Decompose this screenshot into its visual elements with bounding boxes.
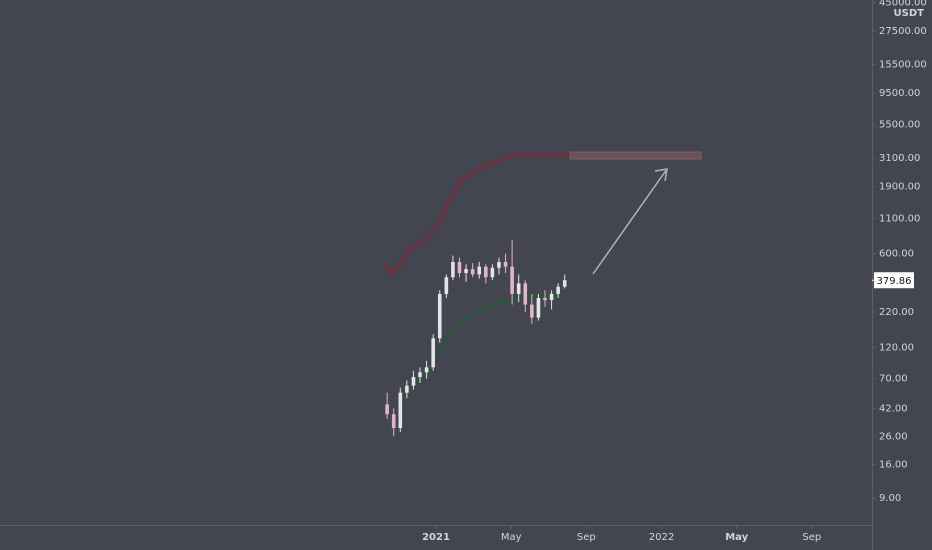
candle-body [391,414,396,428]
last-price-label: 379.86 [877,276,912,287]
candle-body [503,261,508,267]
y-tick-label: 9.00 [879,493,901,504]
candle-body [405,385,409,393]
candle-body [523,283,528,305]
y-tick-label: 600.00 [879,249,914,260]
y-tick-label: 120.00 [879,342,914,353]
y-tick-label: 27500.00 [879,26,927,37]
candle-body [510,266,514,294]
y-tick-label: 1900.00 [879,182,920,193]
candle-body [385,404,389,415]
y-tick-label: 16.00 [879,460,908,471]
candle-body [484,266,488,278]
candle-body [437,293,442,339]
candle-body [424,367,429,373]
y-tick-label: 15500.00 [879,59,927,70]
candle-body [470,269,475,275]
candle-body [530,304,534,318]
y-tick-label: 70.00 [879,374,908,385]
candle-body [451,261,455,278]
candle-body [543,297,547,301]
candle-body [431,338,435,368]
y-tick-label: 5500.00 [879,120,920,131]
candle-body [464,269,468,274]
arrow-head [654,168,668,182]
currency-label: USDT [894,8,925,19]
candle-body [497,261,501,268]
candle-body [556,286,560,294]
candle-body [444,277,449,294]
x-tick-label: Sep [802,532,821,543]
y-tick-label: 26.00 [879,431,908,442]
x-tick-label: 2022 [649,532,674,543]
candle-body [516,283,521,294]
drawn-path [384,153,570,277]
candle-body [549,293,554,301]
candle-body [490,267,495,278]
y-tick-label: 9500.00 [879,88,920,99]
target-zone [569,151,702,160]
candle-body [562,280,567,287]
candle-body [398,392,403,428]
y-tick-label: 42.00 [879,403,908,414]
candle-body [536,297,541,318]
y-tick-label: 220.00 [879,307,914,318]
y-tick-label: 3100.00 [879,153,920,164]
x-tick-label: May [501,532,522,543]
x-tick-label: May [725,532,748,543]
x-tick-label: Sep [577,532,596,543]
trend-line [399,295,561,396]
y-tick-label: 1100.00 [879,213,920,224]
candle-body [457,261,462,274]
x-tick-label: 2021 [422,532,450,543]
arrow-line [592,168,668,275]
y-tick-label: 45000.00 [879,0,927,8]
candle-body [411,377,416,386]
last-price-box [874,272,914,289]
candle-body [477,266,482,275]
candle-body [418,372,422,378]
